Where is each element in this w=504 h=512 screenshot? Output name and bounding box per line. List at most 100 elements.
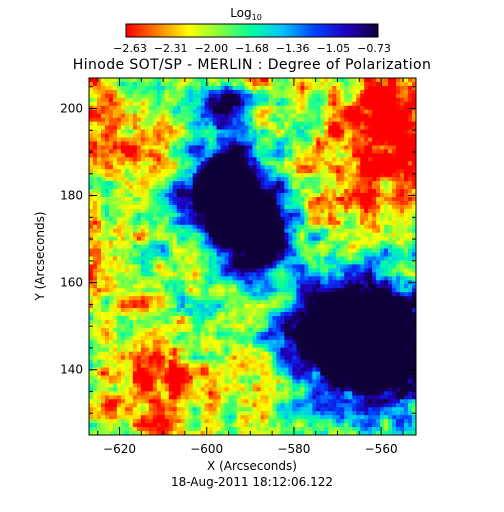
heatmap-cell [168,280,174,285]
heatmap-cell [120,165,126,170]
heatmap-cell [332,244,337,249]
heatmap-cell [120,177,126,182]
heatmap-cell [196,137,202,142]
heatmap-cell [276,173,281,178]
heatmap-cell [92,125,98,130]
heatmap-cell [368,260,373,265]
heatmap-cell [304,149,309,154]
heatmap-cell [220,121,225,126]
heatmap-cell [388,105,393,111]
heatmap-cell [192,101,198,107]
heatmap-cell [196,125,202,130]
heatmap-cell [140,185,146,190]
heatmap-cell [104,240,110,245]
heatmap-cell [408,101,413,107]
heatmap-cell [296,177,301,182]
colorbar-tick-label: −1.36 [276,42,310,55]
heatmap-cell [112,165,118,170]
heatmap-cell [204,165,210,170]
heatmap-cell [92,121,98,126]
heatmap-cell [384,248,389,253]
heatmap-cell [220,288,225,293]
heatmap-cell [200,125,206,130]
heatmap-cell [160,165,166,170]
heatmap-cell [312,252,317,257]
heatmap-cell [320,137,325,142]
heatmap-cell [204,304,210,309]
heatmap-cell [340,78,345,83]
heatmap-cell [332,296,337,301]
heatmap-cell [412,81,416,87]
heatmap-cell [256,292,261,297]
heatmap-cell [396,105,401,111]
heatmap-cell [292,97,297,103]
heatmap-cell [224,78,229,83]
heatmap-cell [312,248,317,253]
heatmap-cell [336,260,341,265]
heatmap-cell [292,292,297,297]
heatmap-cell [100,181,106,186]
heatmap-cell [256,200,261,206]
heatmap-cell [352,137,357,142]
heatmap-cell [92,228,98,234]
heatmap-cell [368,173,373,178]
heatmap-cell [380,85,385,91]
heatmap-cell [380,109,385,115]
heatmap-cell [388,208,393,214]
heatmap-cell [172,145,178,150]
heatmap-cell [388,129,393,134]
heatmap-cell [372,101,377,107]
heatmap-cell [144,304,150,309]
heatmap-cell [92,129,98,134]
heatmap-cell [320,133,325,138]
heatmap-cell [380,288,385,293]
heatmap-cell [316,173,321,178]
heatmap-cell [352,232,357,238]
heatmap-cell [384,220,389,226]
heatmap-cell [400,125,405,130]
heatmap-cell [89,85,94,91]
heatmap-cell [260,252,265,257]
heatmap-cell [304,288,309,293]
heatmap-cell [284,105,289,111]
colorbar-tick-label: −2.63 [113,42,147,55]
heatmap-cell [364,81,369,87]
heatmap-cell [348,89,353,95]
heatmap-cell [372,173,377,178]
heatmap-cell [356,284,361,289]
heatmap-cell [276,284,281,289]
heatmap-cell [136,153,142,158]
heatmap-cell [236,316,241,321]
heatmap-cell [160,89,166,95]
heatmap-cell [320,169,325,174]
heatmap-cell [324,316,329,321]
heatmap-cell [124,113,130,119]
heatmap-cell [312,240,317,245]
heatmap-cell [304,292,309,297]
heatmap-cell [372,89,377,95]
heatmap-cell [120,93,126,99]
heatmap-cell [312,81,317,87]
heatmap-cell [100,101,106,107]
heatmap-cell [220,181,225,186]
heatmap-cell [268,117,273,123]
heatmap-cell [412,292,416,297]
heatmap-cell [268,137,273,142]
heatmap-cell [344,117,349,123]
heatmap-cell [128,304,134,309]
heatmap-cell [120,105,126,111]
heatmap-cell [400,93,405,99]
heatmap-cell [92,308,98,313]
heatmap-cell [412,189,416,194]
heatmap-cell [308,252,313,257]
heatmap-cell [100,224,106,230]
heatmap-cell [89,228,94,234]
heatmap-cell [192,244,198,249]
heatmap-cell [316,208,321,214]
heatmap-cell [376,133,381,138]
heatmap-cell [184,189,190,194]
heatmap-cell [152,236,158,242]
heatmap-cell [364,129,369,134]
heatmap-cell [216,252,221,257]
heatmap-cell [160,252,166,257]
